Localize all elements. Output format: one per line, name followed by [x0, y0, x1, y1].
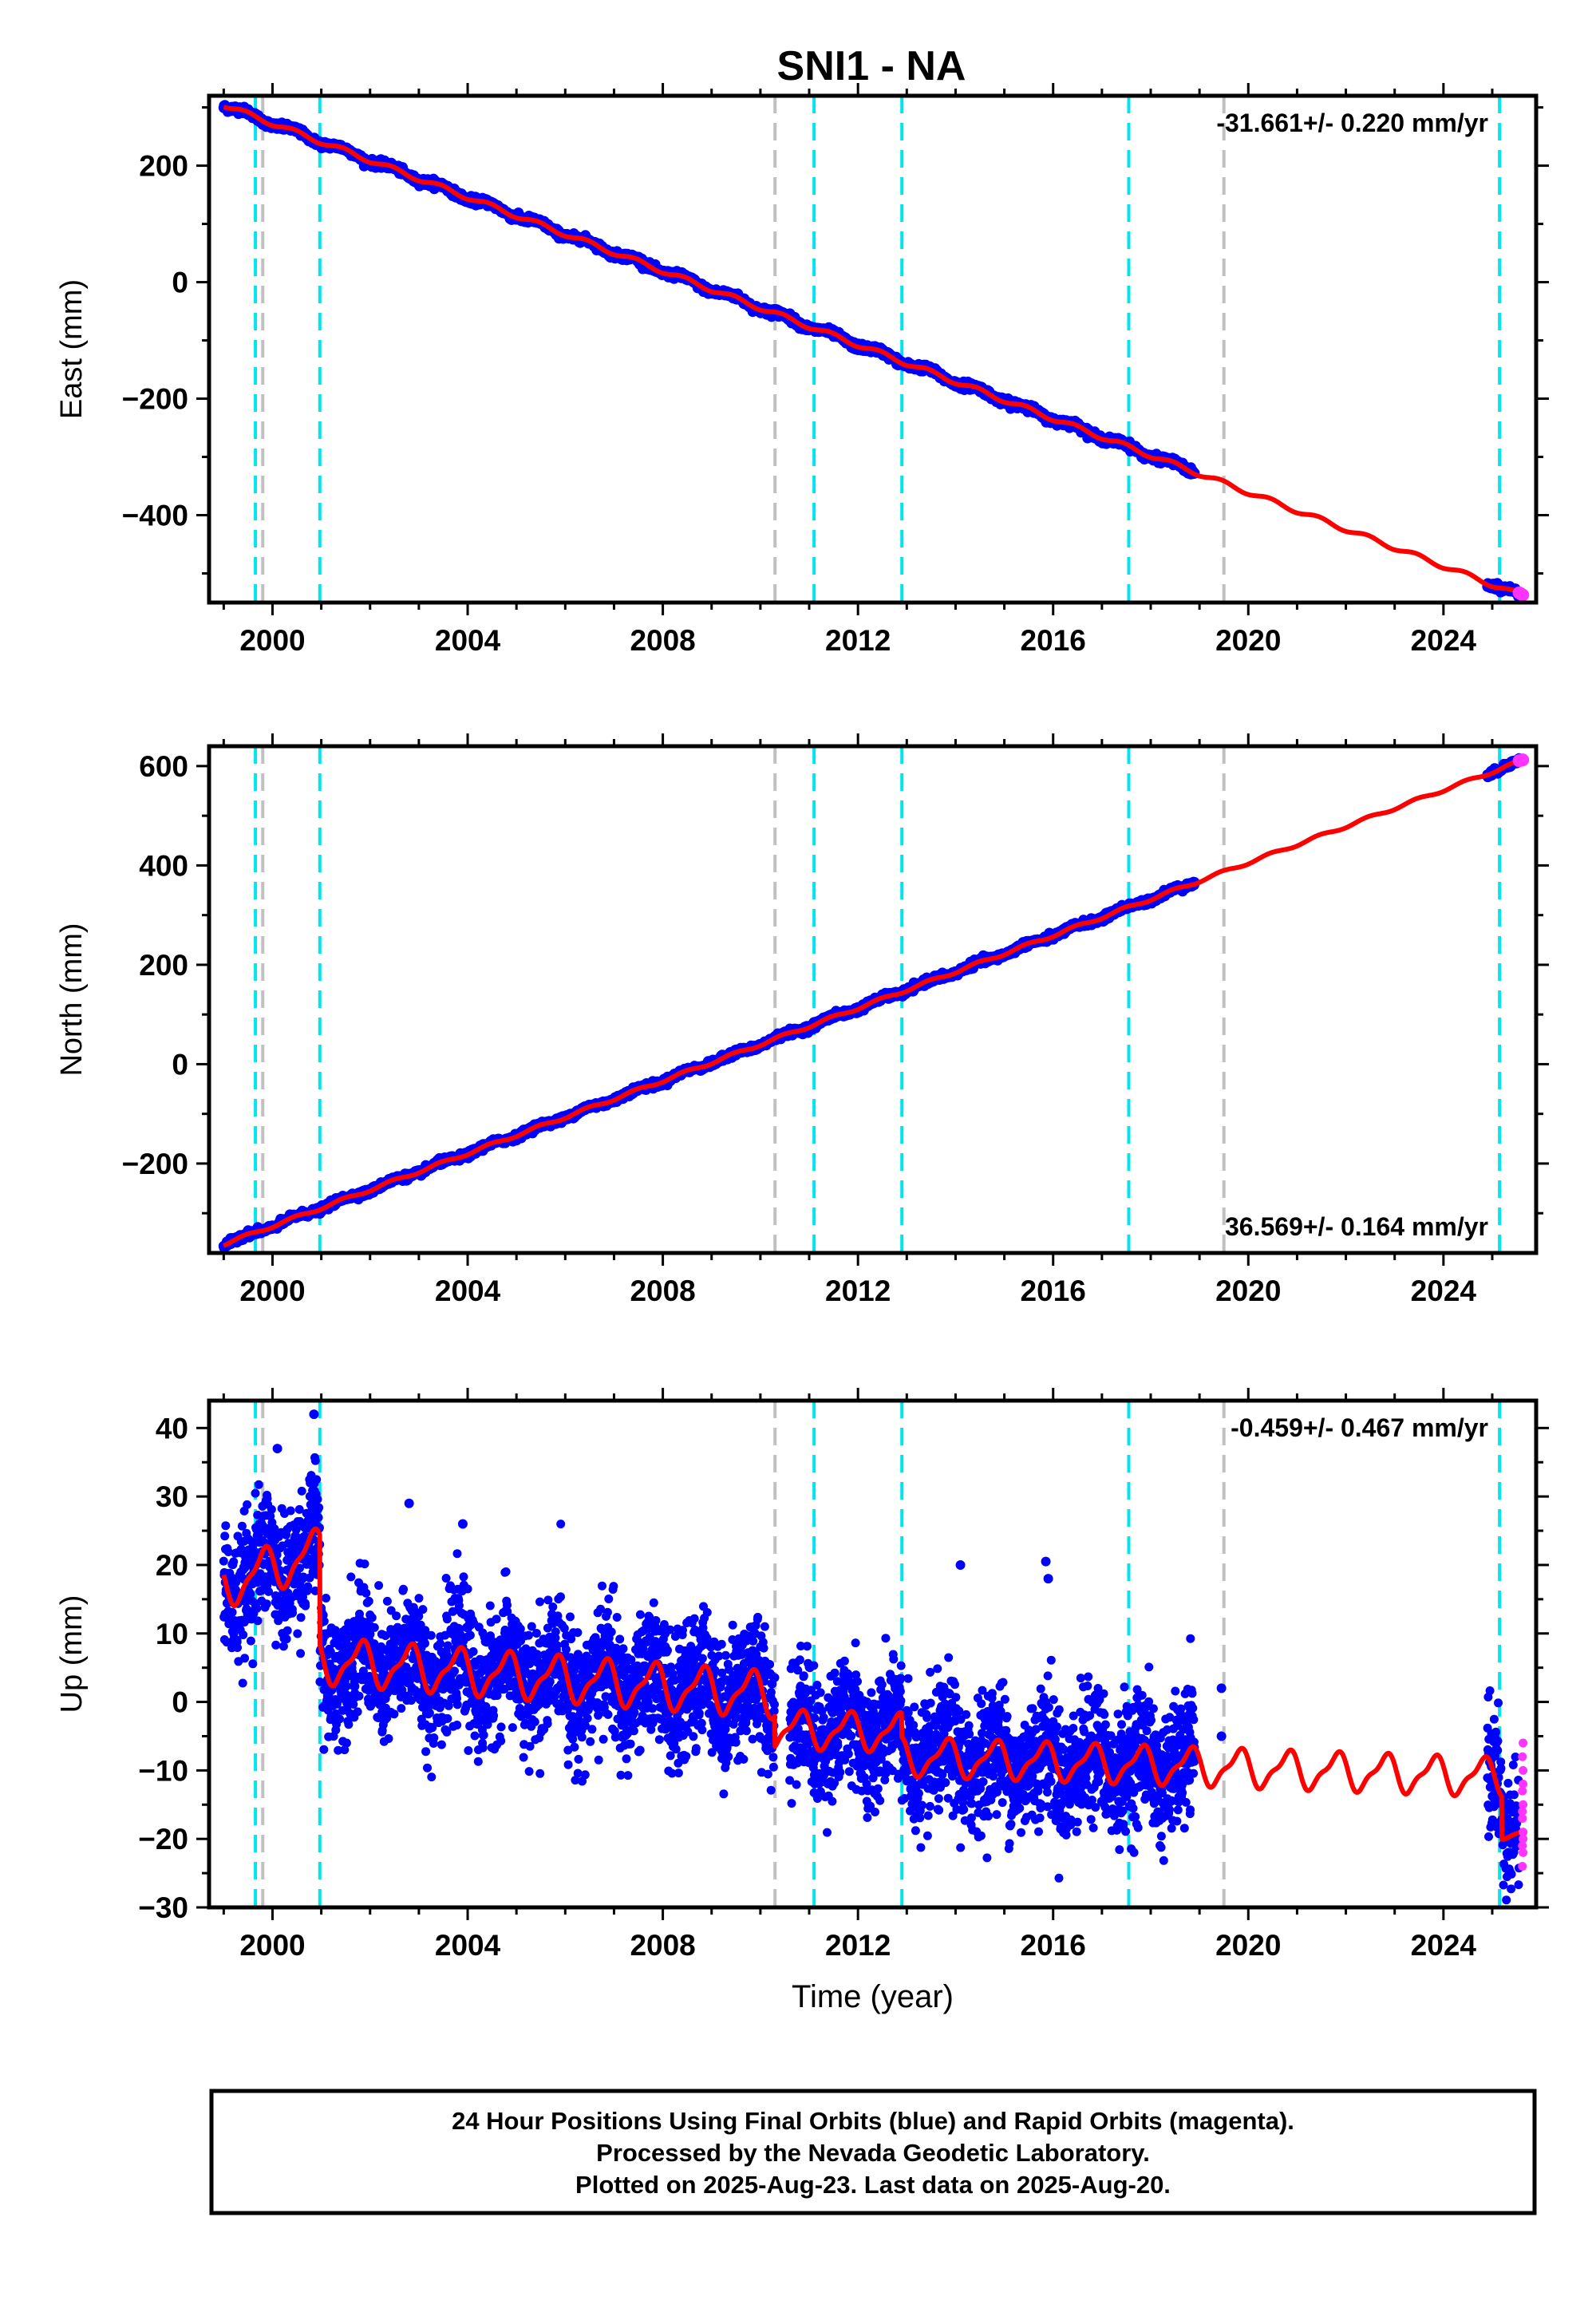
x-tick-label: 2000 [239, 624, 305, 657]
east-plot-area [218, 96, 1530, 603]
y-tick-label: −400 [122, 500, 188, 532]
x-tick-label: 2020 [1215, 624, 1281, 657]
east-rate-label: -31.661+/- 0.220 mm/yr [1216, 109, 1488, 137]
y-tick-label: 200 [139, 150, 188, 183]
y-tick-label: −200 [122, 383, 188, 416]
rapid-point [1516, 588, 1530, 602]
x-tick-label: 2016 [1021, 624, 1086, 657]
east-panel: 2000 2004 2008 2012 2016 2020 2024 −400 −200 0 200… [55, 83, 1549, 657]
y-tick-label: 0 [172, 267, 188, 299]
chart-title: SNI1 - NA [777, 43, 966, 89]
x-tick-label: 2012 [825, 624, 891, 657]
x-tick-label: 2008 [630, 624, 695, 657]
x-tick-label: 2024 [1411, 624, 1477, 657]
x-tick-label: 2004 [435, 624, 501, 657]
east-ylabel: East (mm) [55, 279, 89, 419]
